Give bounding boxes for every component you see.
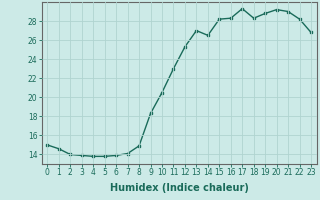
X-axis label: Humidex (Indice chaleur): Humidex (Indice chaleur) <box>110 183 249 193</box>
